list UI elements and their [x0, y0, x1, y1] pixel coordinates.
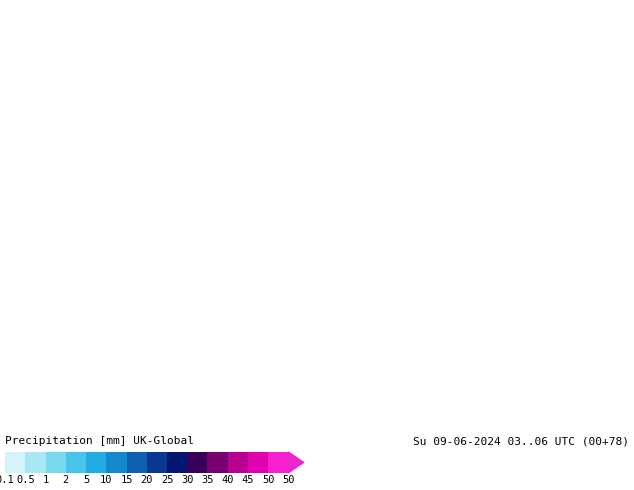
Text: 2: 2 — [63, 475, 69, 485]
Text: Su 09-06-2024 03..06 UTC (00+78): Su 09-06-2024 03..06 UTC (00+78) — [413, 436, 629, 446]
Text: 10: 10 — [100, 475, 113, 485]
Text: Precipitation [mm] UK-Global: Precipitation [mm] UK-Global — [5, 436, 194, 446]
Bar — [248, 452, 268, 473]
Bar — [86, 452, 107, 473]
Polygon shape — [288, 452, 304, 473]
Bar — [187, 452, 207, 473]
Bar — [46, 452, 66, 473]
Text: 35: 35 — [201, 475, 214, 485]
Text: 50: 50 — [262, 475, 275, 485]
Text: 30: 30 — [181, 475, 193, 485]
Text: 20: 20 — [141, 475, 153, 485]
Bar — [127, 452, 147, 473]
Bar — [207, 452, 228, 473]
Bar — [25, 452, 46, 473]
Bar — [228, 452, 248, 473]
Bar — [268, 452, 288, 473]
Text: 0.1: 0.1 — [0, 475, 15, 485]
Text: 1: 1 — [42, 475, 49, 485]
Bar — [5, 452, 25, 473]
Bar — [107, 452, 127, 473]
Text: 45: 45 — [242, 475, 254, 485]
Bar — [147, 452, 167, 473]
Text: 50: 50 — [282, 475, 295, 485]
Text: 15: 15 — [120, 475, 133, 485]
Text: 40: 40 — [221, 475, 234, 485]
Bar — [66, 452, 86, 473]
Text: 5: 5 — [83, 475, 89, 485]
Bar — [167, 452, 187, 473]
Text: 0.5: 0.5 — [16, 475, 35, 485]
Text: 25: 25 — [161, 475, 173, 485]
